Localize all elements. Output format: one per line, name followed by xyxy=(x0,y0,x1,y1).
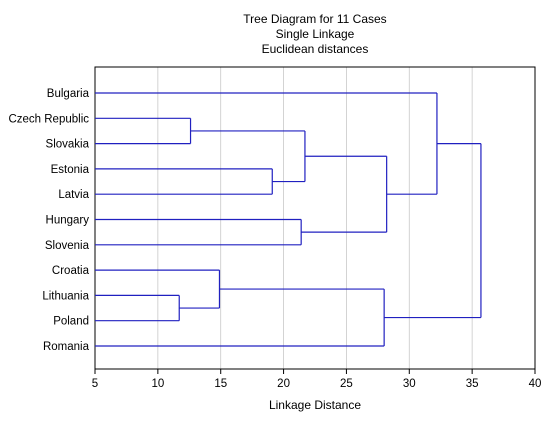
x-axis-ticks: 5 10 15 20 25 30 35 40 xyxy=(92,369,542,390)
tick-label-25: 25 xyxy=(340,378,353,390)
leaf-label-latvia: Latvia xyxy=(58,189,89,201)
leaf-label-croatia: Croatia xyxy=(52,265,90,277)
title-line-1: Tree Diagram for 11 Cases xyxy=(243,12,386,26)
tick-label-5: 5 xyxy=(92,378,98,390)
leaf-label-hungary: Hungary xyxy=(46,215,90,227)
leaf-label-poland: Poland xyxy=(53,316,89,328)
dendrogram-lines xyxy=(95,92,482,347)
leaf-label-czech-republic: Czech Republic xyxy=(8,113,89,125)
leaf-label-bulgaria: Bulgaria xyxy=(47,88,90,100)
leaf-label-estonia: Estonia xyxy=(51,164,90,176)
tick-label-30: 30 xyxy=(403,378,416,390)
title-line-3: Euclidean distances xyxy=(262,42,369,56)
title-line-2: Single Linkage xyxy=(276,27,355,41)
leaf-label-slovakia: Slovakia xyxy=(46,139,90,151)
leaf-label-romania: Romania xyxy=(43,341,90,353)
x-axis-title: Linkage Distance xyxy=(269,398,361,412)
leaf-label-slovenia: Slovenia xyxy=(45,240,90,252)
tick-label-40: 40 xyxy=(529,378,542,390)
tick-label-15: 15 xyxy=(214,378,227,390)
tick-label-10: 10 xyxy=(151,378,164,390)
grid-layer xyxy=(157,67,473,369)
leaf-labels: Bulgaria Czech Republic Slovakia Estonia Lat… xyxy=(8,88,89,353)
plot-area-border xyxy=(94,66,536,370)
tick-label-20: 20 xyxy=(277,378,290,390)
plot-frame xyxy=(94,66,536,370)
tick-label-35: 35 xyxy=(466,378,479,390)
leaf-label-lithuania: Lithuania xyxy=(42,290,89,302)
